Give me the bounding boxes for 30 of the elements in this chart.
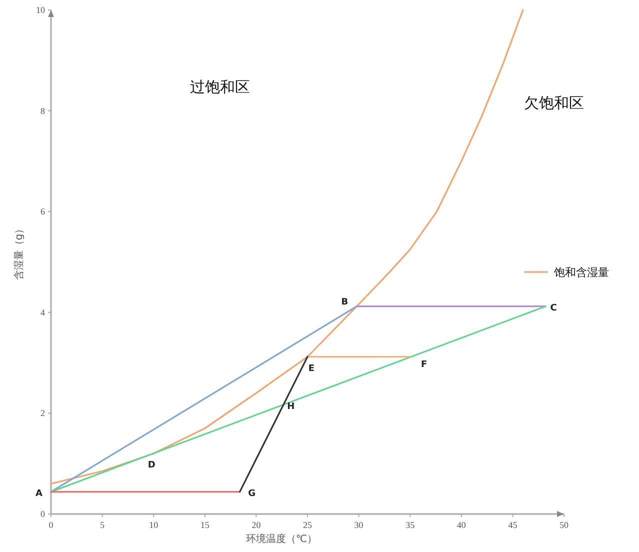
x-tick-label: 5 xyxy=(100,520,106,530)
x-tick-label: 45 xyxy=(508,520,518,530)
annotation: H xyxy=(287,402,295,412)
annotation: C xyxy=(550,303,558,314)
y-tick-label: 2 xyxy=(40,408,45,418)
x-tick-label: 10 xyxy=(149,520,159,530)
x-axis-title: 环境温度（℃） xyxy=(246,533,318,545)
x-tick-label: 25 xyxy=(303,520,312,530)
annotation: B xyxy=(341,297,348,308)
y-tick-label: 10 xyxy=(36,5,46,15)
annotation: 欠饱和区 xyxy=(524,94,584,112)
annotation: G xyxy=(248,488,256,499)
y-tick-label: 0 xyxy=(40,509,46,519)
y-tick-label: 8 xyxy=(40,106,46,116)
x-tick-label: 30 xyxy=(354,520,364,530)
x-tick-label: 20 xyxy=(252,520,262,530)
x-tick-label: 50 xyxy=(560,520,569,530)
annotation: E xyxy=(308,364,315,374)
y-tick-label: 6 xyxy=(40,206,46,217)
annotation: A xyxy=(36,488,43,499)
x-tick-label: 0 xyxy=(48,520,54,530)
y-tick-label: 4 xyxy=(40,307,46,318)
annotation: 过饱和区 xyxy=(190,78,250,96)
x-tick-label: 15 xyxy=(200,520,210,530)
annotation: F xyxy=(421,360,428,370)
legend-label: 饱和含湿量 xyxy=(553,266,609,279)
x-tick-label: 40 xyxy=(456,520,466,530)
x-tick-label: 35 xyxy=(406,520,416,530)
annotation: D xyxy=(148,460,156,471)
y-axis-title: 含湿量（g） xyxy=(13,224,25,280)
